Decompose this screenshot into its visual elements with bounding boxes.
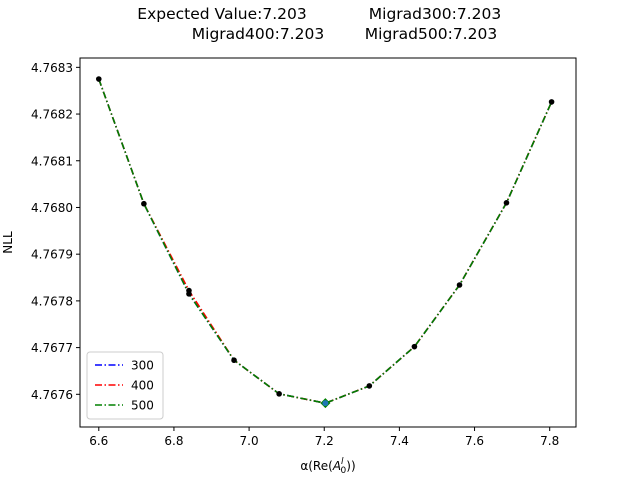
title-part: Migrad300:7.203	[369, 5, 501, 23]
x-tick-label: 7.2	[315, 434, 334, 448]
y-tick-label: 4.7678	[31, 294, 73, 308]
legend-box	[86, 351, 164, 420]
data-point	[456, 282, 463, 288]
minimum-marker	[322, 400, 329, 407]
y-axis-label: NLL	[1, 231, 15, 254]
x-tick-label: 6.8	[164, 434, 183, 448]
x-axis-label-part: l	[341, 457, 344, 467]
x-tick-label: 6.6	[89, 434, 108, 448]
data-points	[95, 76, 555, 397]
x-tick-label: 7.8	[540, 434, 559, 448]
legend-label-300: 300	[131, 359, 154, 373]
y-tick-label: 4.7677	[31, 341, 73, 355]
legend-label-500: 500	[131, 399, 154, 413]
x-tick-label: 7.4	[390, 434, 409, 448]
data-point	[503, 200, 510, 206]
x-tick-label: 7.0	[240, 434, 259, 448]
y-tick-label: 4.7681	[31, 154, 73, 168]
legend: 300 400 500	[86, 351, 164, 420]
chart-title: Expected Value:7.203 Migrad300:7.203 Migra…	[137, 5, 501, 43]
data-point	[411, 343, 418, 350]
data-point	[366, 383, 373, 389]
x-axis-label-part: A	[332, 459, 341, 473]
title-part: Migrad500:7.203	[365, 25, 497, 43]
title-part: Expected Value:7.203	[137, 5, 306, 23]
series-line-500	[98, 78, 553, 405]
data-point	[141, 200, 147, 207]
x-axis-label: α(Re(Al 0))	[300, 457, 355, 476]
x-tick-label: 7.6	[465, 434, 484, 448]
x-axis-label-part: ))	[346, 459, 355, 473]
data-point	[276, 391, 282, 397]
minimum-markers	[320, 398, 331, 409]
y-tick-label: 4.7682	[31, 108, 73, 122]
data-point	[95, 76, 102, 82]
x-axis-label-part: α(Re(	[300, 459, 332, 473]
y-tick-label: 4.7676	[31, 388, 73, 402]
y-tick-label: 4.7679	[31, 248, 73, 262]
data-point	[186, 291, 192, 297]
x-axis-label-part: 0	[341, 466, 347, 476]
y-tick-label: 4.7683	[31, 61, 73, 75]
legend-label-400: 400	[131, 379, 154, 393]
data-point	[231, 357, 237, 364]
plot-area-frame	[79, 57, 577, 428]
data-point	[548, 99, 555, 105]
x-axis: 6.6 6.8 7.0 7.2 7.4 7.6 7.8	[89, 427, 559, 448]
series-lines	[98, 78, 553, 405]
y-axis: 4.7676 4.7677 4.7678 4.7679 4.7680 4.7681 4.76…	[31, 61, 80, 402]
y-tick-label: 4.7680	[31, 201, 73, 215]
title-part: Migrad400:7.203	[192, 25, 324, 43]
